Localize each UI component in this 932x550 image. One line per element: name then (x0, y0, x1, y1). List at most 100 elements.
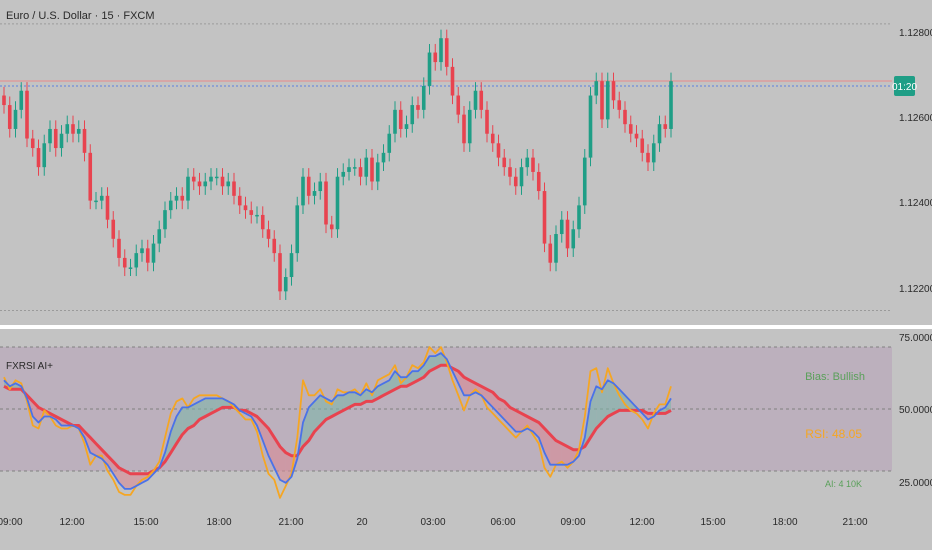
candle-body (157, 229, 162, 244)
price-axis-label-1: 1.12800 (899, 28, 932, 39)
candle-body (358, 167, 363, 177)
candle-body (594, 81, 599, 96)
candle-body (341, 171, 346, 177)
symbol-title: Euro / U.S. Dollar · 15 · FXCM (6, 10, 155, 22)
rsi-fill-segment (395, 371, 401, 390)
candle-body (513, 176, 518, 187)
candle-body (318, 181, 323, 192)
candle-body (260, 214, 265, 230)
rsi-fill-segment (464, 377, 470, 396)
candle-body (582, 157, 587, 206)
candle-body (117, 238, 121, 258)
candle-body (289, 253, 294, 278)
candle-body (312, 191, 317, 196)
candle-body (53, 128, 58, 149)
time-label: 20 (356, 517, 368, 528)
candle-body (168, 200, 173, 211)
candle-body (214, 176, 219, 179)
time-label: 18:00 (772, 517, 797, 528)
price-axis-label-4: 1.12200 (899, 284, 932, 295)
candle-body (490, 133, 495, 144)
candle-body (439, 38, 443, 63)
candle-body (128, 267, 133, 269)
candle-body (651, 143, 656, 163)
rsi-fill-segment (188, 404, 194, 429)
rsi-fill-segment (90, 437, 96, 456)
candle-body (111, 219, 116, 239)
time-axis: 09:00 12:00 15:00 18:00 21:00 20 03:00 0… (0, 517, 868, 528)
candle-body (410, 105, 415, 125)
candle-body (151, 243, 156, 263)
candle-body (134, 253, 139, 268)
candle-body (456, 95, 461, 115)
candle-body (209, 176, 213, 182)
time-label: 06:00 (490, 517, 515, 528)
candle-body (71, 124, 75, 134)
candle-body (628, 124, 633, 134)
rsi-fill-segment (199, 398, 206, 420)
rsi-fill-segment (602, 380, 608, 423)
time-label: 21:00 (278, 517, 303, 528)
rsi-fill-segment (561, 443, 568, 465)
candle-body (519, 167, 524, 187)
rsi-fill-segment (487, 389, 493, 408)
indicator-name: FXRSI AI+ (6, 361, 53, 372)
candle-body (324, 181, 328, 225)
candle-body (450, 66, 455, 96)
rsi-fill-segment (205, 398, 211, 417)
candle-body (577, 205, 581, 230)
rsi-fill-segment (308, 401, 315, 441)
candle-body (65, 124, 70, 134)
rsi-fill-segment (101, 449, 108, 465)
ai-signal-label: AI: 4 10K (825, 479, 862, 489)
candle-body (88, 152, 93, 201)
candle-body (427, 52, 432, 86)
candle-body (525, 157, 530, 168)
rsi-fill-segment (280, 446, 286, 483)
rsi-fill-segment (567, 446, 574, 465)
rsi-fill-segment (389, 371, 395, 393)
candles-group (2, 29, 673, 300)
candle-body (531, 157, 535, 172)
candle-body (352, 167, 357, 169)
candle-body (496, 143, 501, 158)
time-label: 15:00 (700, 517, 725, 528)
candle-body (669, 81, 673, 129)
candle-body (220, 176, 225, 187)
candle-body (467, 109, 472, 144)
rsi-lines-group (3, 346, 672, 499)
candle-body (536, 171, 541, 192)
candle-body (347, 167, 351, 172)
candle-body (19, 90, 24, 110)
candle-body (48, 128, 52, 144)
candle-body (94, 200, 98, 203)
rsi-fill-segment (262, 422, 269, 456)
candle-body (272, 238, 277, 254)
candle-body (640, 138, 645, 153)
rsi-fill-segment (107, 455, 114, 474)
rsi-fill-segment (337, 395, 344, 414)
indicator-axis-label-2: 50.00000 (899, 405, 932, 416)
candle-body (36, 148, 41, 168)
candle-body (416, 105, 420, 110)
rsi-fill-segment (550, 434, 556, 465)
candle-body (663, 124, 668, 129)
candle-body (266, 229, 271, 239)
candle-body (105, 195, 110, 220)
rsi-fill-segment (533, 419, 539, 438)
candle-body (404, 124, 409, 129)
price-axis-label-3: 1.12400 (899, 198, 932, 209)
candle-body (191, 176, 196, 182)
candle-body (548, 243, 553, 263)
rsi-slow-line (3, 363, 672, 476)
candle-body (444, 38, 449, 67)
candle-body (249, 210, 254, 215)
candle-body (381, 152, 386, 163)
time-label: 09:00 (560, 517, 585, 528)
candle-body (186, 176, 190, 201)
indicator-pane: FXRSI AI+ Bias: Bullish RSI: 48.05 AI: 4… (0, 333, 932, 499)
rsi-fill-segment (515, 410, 522, 432)
candle-body (646, 152, 650, 163)
time-label: 09:00 (0, 517, 23, 528)
candle-body (59, 133, 64, 149)
